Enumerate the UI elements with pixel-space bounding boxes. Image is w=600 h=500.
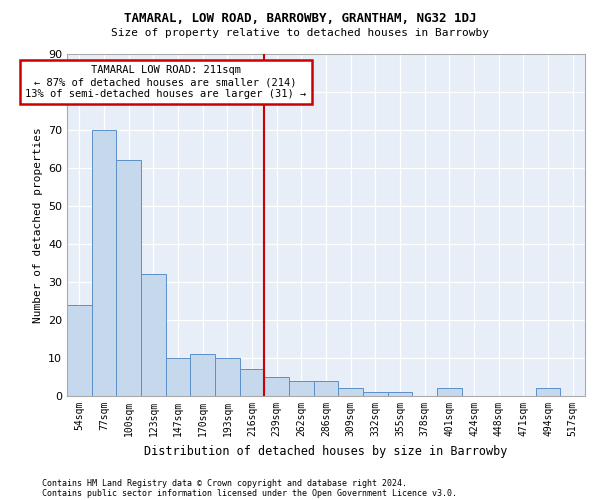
Bar (363, 392, 388, 396)
Bar (265, 377, 289, 396)
Bar (314, 381, 338, 396)
Bar (215, 358, 240, 396)
X-axis label: Distribution of detached houses by size in Barrowby: Distribution of detached houses by size … (145, 444, 508, 458)
Text: Contains HM Land Registry data © Crown copyright and database right 2024.: Contains HM Land Registry data © Crown c… (42, 478, 407, 488)
Bar (338, 388, 363, 396)
Y-axis label: Number of detached properties: Number of detached properties (32, 127, 43, 323)
Bar (92, 130, 116, 396)
Bar (388, 392, 412, 396)
Bar (240, 370, 265, 396)
Bar (536, 388, 560, 396)
Bar (116, 160, 141, 396)
Bar (166, 358, 190, 396)
Bar (190, 354, 215, 396)
Text: Size of property relative to detached houses in Barrowby: Size of property relative to detached ho… (111, 28, 489, 38)
Text: Contains public sector information licensed under the Open Government Licence v3: Contains public sector information licen… (42, 488, 457, 498)
Text: TAMARAL LOW ROAD: 211sqm
← 87% of detached houses are smaller (214)
13% of semi-: TAMARAL LOW ROAD: 211sqm ← 87% of detach… (25, 66, 307, 98)
Bar (289, 381, 314, 396)
Bar (141, 274, 166, 396)
Bar (67, 305, 92, 396)
Bar (437, 388, 461, 396)
Text: TAMARAL, LOW ROAD, BARROWBY, GRANTHAM, NG32 1DJ: TAMARAL, LOW ROAD, BARROWBY, GRANTHAM, N… (124, 12, 476, 26)
